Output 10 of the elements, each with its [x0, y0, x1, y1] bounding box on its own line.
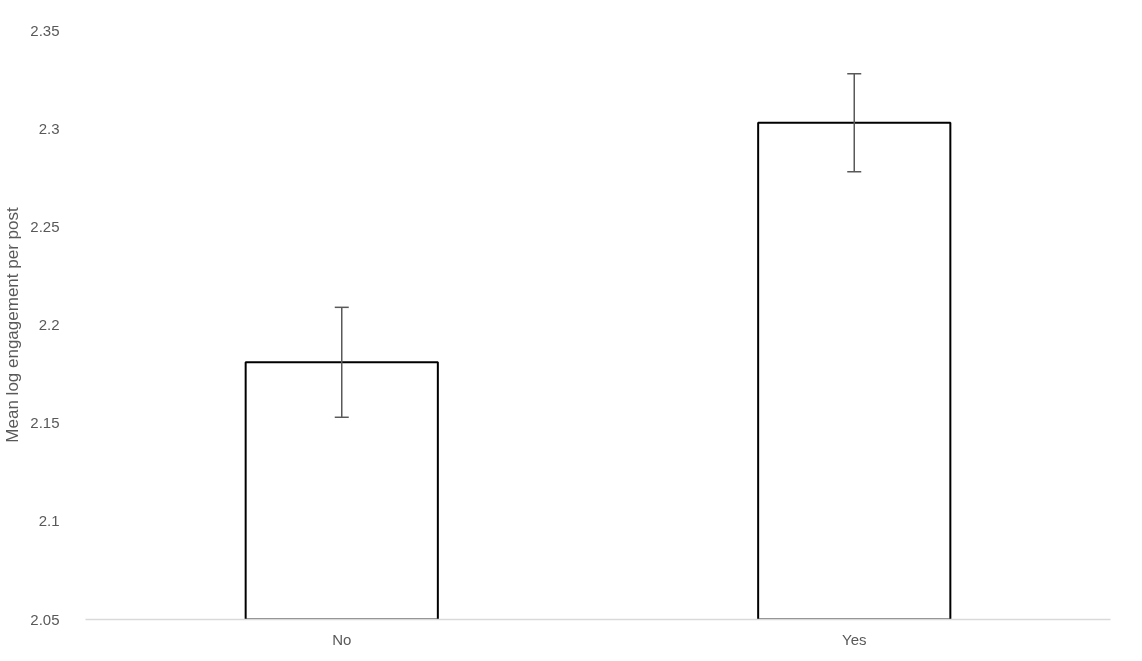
y-tick-label: 2.1: [38, 512, 60, 530]
x-tick-label: No: [332, 630, 352, 648]
y-tick-label: 2.25: [30, 217, 60, 235]
y-axis-title: Mean log engagement per post: [3, 207, 23, 443]
y-tick-label: 2.3: [38, 119, 60, 137]
y-tick-label: 2.35: [30, 21, 60, 39]
y-tick-label: 2.05: [30, 610, 60, 628]
y-tick-label: 2.2: [38, 316, 60, 333]
y-tick-label: 2.15: [30, 414, 60, 432]
x-tick-label: Yes: [842, 630, 867, 648]
